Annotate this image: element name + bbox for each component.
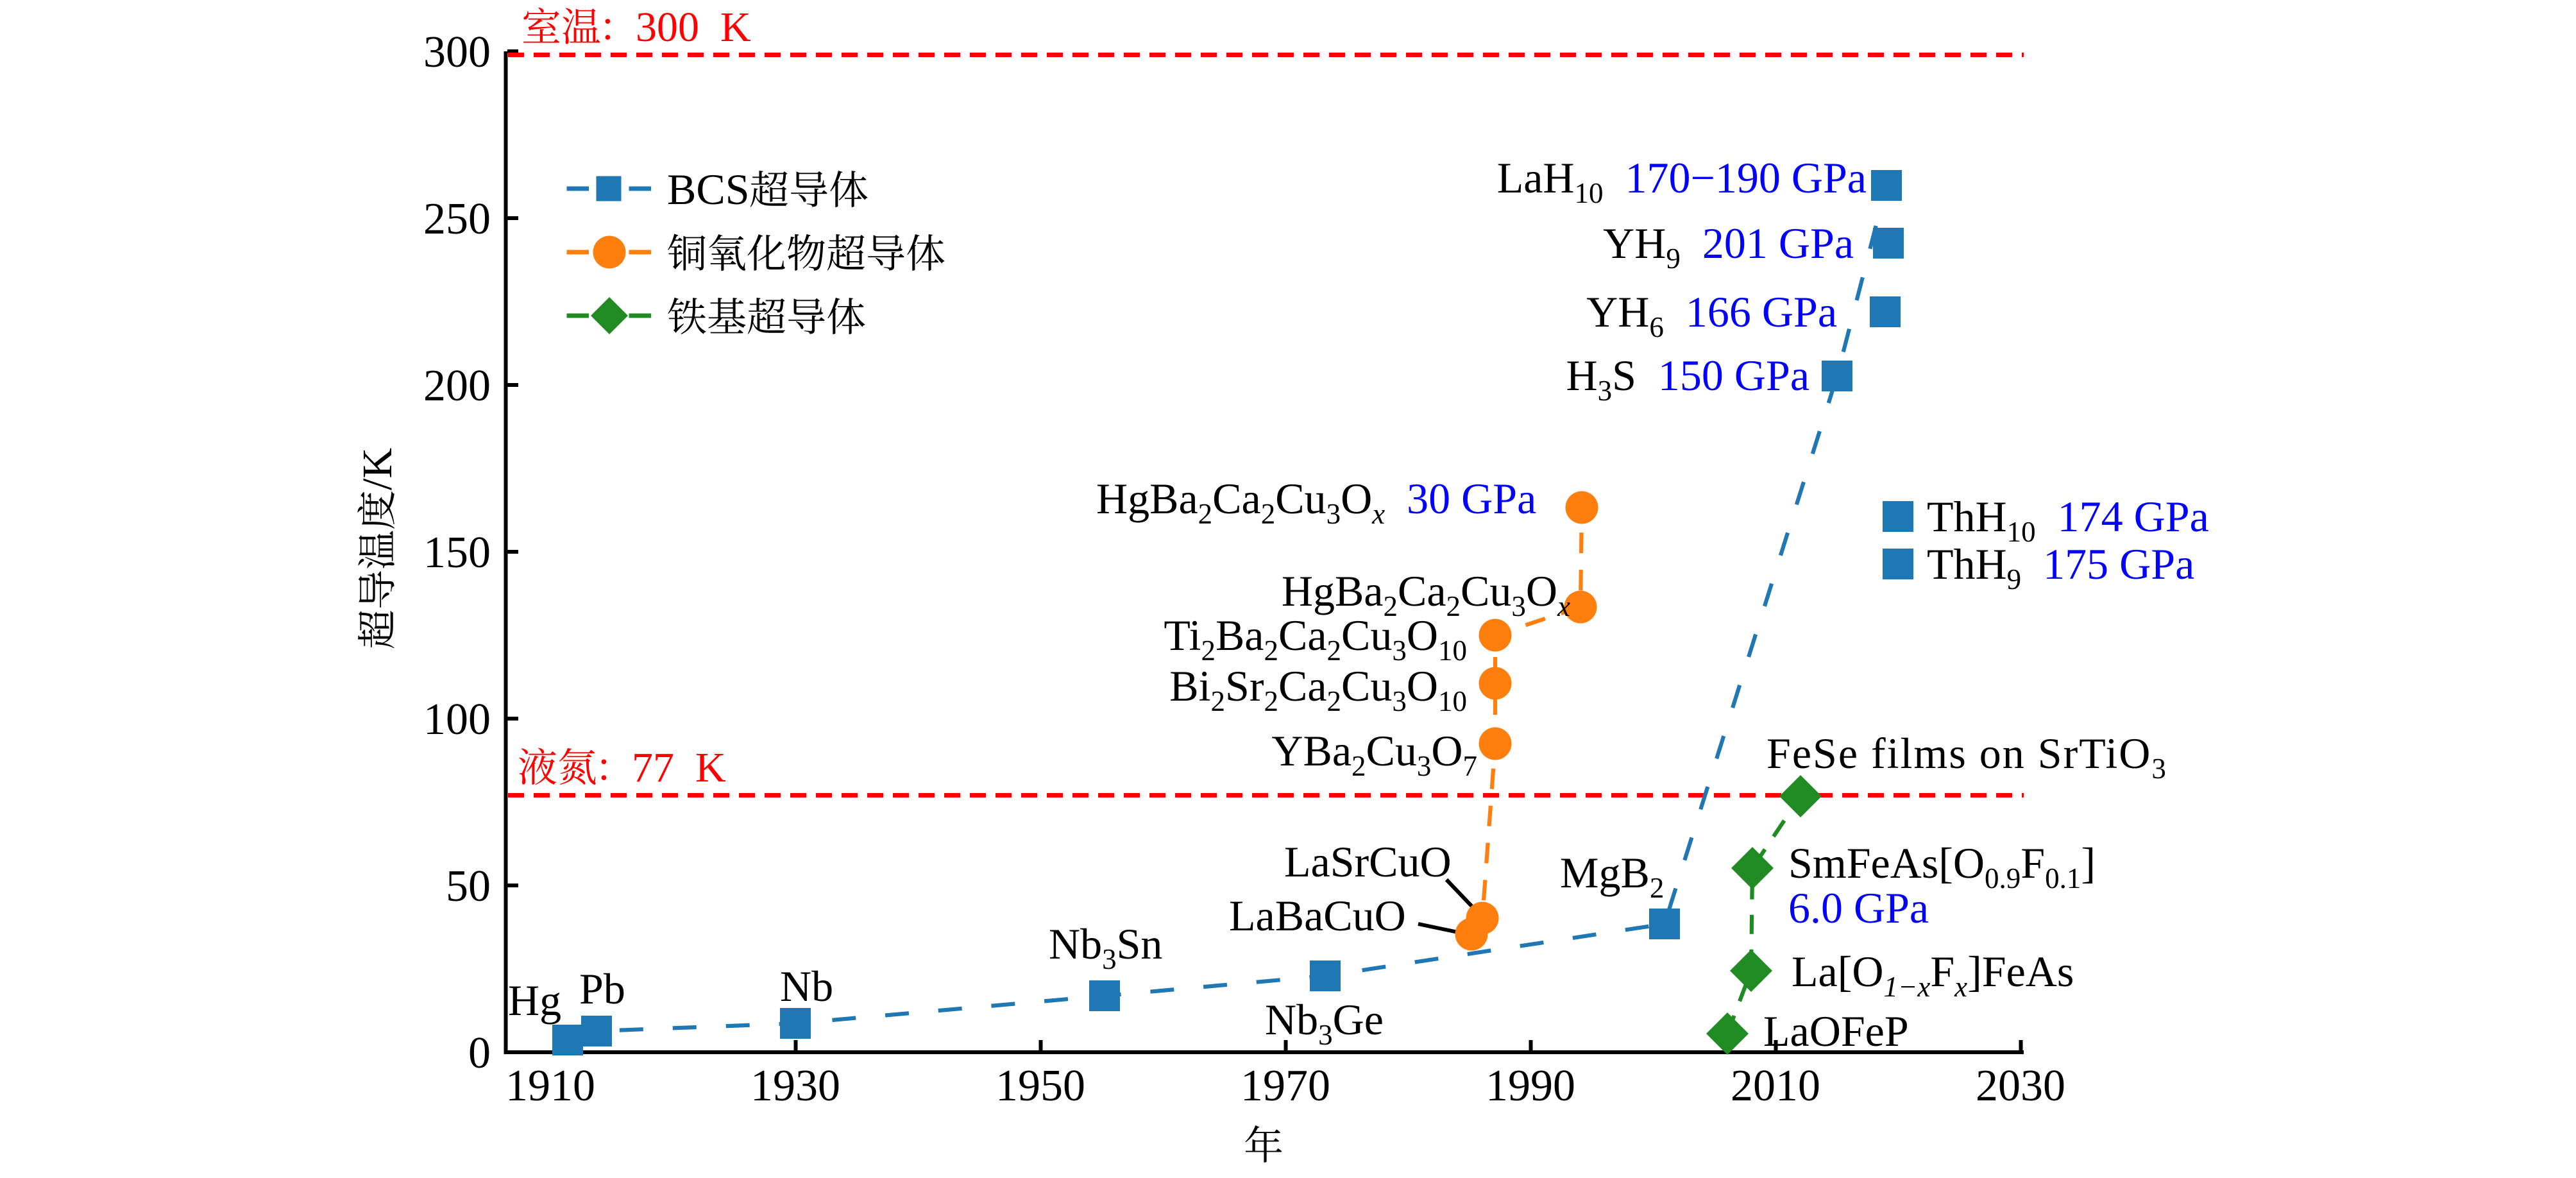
svg-text:Nb3​Sn: Nb3​Sn [1049, 919, 1162, 975]
svg-text:Bi2​Sr2​Ca2​Cu3​O10​: Bi2​Sr2​Ca2​Cu3​O10​ [1169, 662, 1467, 717]
svg-text:6.0 GPa: 6.0 GPa [1788, 884, 1929, 932]
svg-text:1970: 1970 [1241, 1061, 1330, 1111]
svg-text:FeSe films on SrTiO3​: FeSe films on SrTiO3​ [1767, 729, 2167, 785]
svg-text:150: 150 [423, 528, 491, 577]
svg-text:ThH9​ 175 GPa: ThH9​ 175 GPa [1927, 540, 2194, 595]
svg-text:HgBa2​Ca2​Cu3​Ox​: HgBa2​Ca2​Cu3​Ox​ [1282, 567, 1570, 622]
svg-text:La[O1−x​Fx​]FeAs: La[O1−x​Fx​]FeAs [1792, 947, 2074, 1003]
svg-text:2010: 2010 [1731, 1061, 1820, 1111]
svg-text:YH9​ 201 GPa: YH9​ 201 GPa [1603, 219, 1854, 275]
svg-text:Ti2​Ba2​Ca2​Cu3​O10​: Ti2​Ba2​Ca2​Cu3​O10​ [1164, 611, 1467, 667]
svg-text:Nb3​Ge: Nb3​Ge [1265, 995, 1384, 1051]
svg-text:ThH10​ 174 GPa: ThH10​ 174 GPa [1927, 492, 2209, 548]
svg-text:LaSrCuO: LaSrCuO [1284, 837, 1452, 886]
svg-text:1990: 1990 [1486, 1061, 1575, 1111]
svg-text:Pb: Pb [579, 964, 625, 1013]
svg-text:BCS: BCS [667, 165, 750, 214]
svg-text:SmFeAs[O0.9​F0.1​]: SmFeAs[O0.9​F0.1​] [1788, 839, 2096, 894]
svg-text:300 K: 300 K [636, 4, 751, 51]
svg-text:LaH10​ 170−190 GPa: LaH10​ 170−190 GPa [1497, 153, 1867, 209]
svg-text:1950: 1950 [996, 1061, 1085, 1111]
svg-text:Nb: Nb [780, 962, 833, 1011]
svg-text:50: 50 [446, 862, 491, 911]
svg-text:250: 250 [423, 194, 491, 244]
svg-text:/K: /K [354, 448, 401, 490]
svg-text:HgBa2​Ca2​Cu3​Ox​ 30 GPa: HgBa2​Ca2​Cu3​Ox​ 30 GPa [1096, 474, 1536, 530]
svg-text:1930: 1930 [750, 1061, 840, 1111]
svg-text:Hg: Hg [508, 976, 561, 1025]
svg-text:2030: 2030 [1976, 1061, 2065, 1111]
svg-text:100: 100 [423, 695, 491, 744]
svg-text:YBa2​Cu3​O7​: YBa2​Cu3​O7​ [1271, 726, 1477, 782]
svg-text:LaOFeP: LaOFeP [1763, 1007, 1909, 1055]
svg-text:77 K: 77 K [632, 744, 726, 791]
svg-text:LaBaCuO: LaBaCuO [1229, 891, 1406, 940]
svg-text:MgB2​: MgB2​ [1560, 848, 1664, 904]
svg-text:1910: 1910 [505, 1061, 595, 1111]
svg-text:0: 0 [468, 1029, 491, 1078]
svg-text:H3​S 150 GPa: H3​S 150 GPa [1566, 351, 1809, 407]
svg-text:200: 200 [423, 361, 491, 411]
svg-text:300: 300 [423, 28, 491, 77]
svg-text:YH6​ 166 GPa: YH6​ 166 GPa [1586, 287, 1837, 343]
